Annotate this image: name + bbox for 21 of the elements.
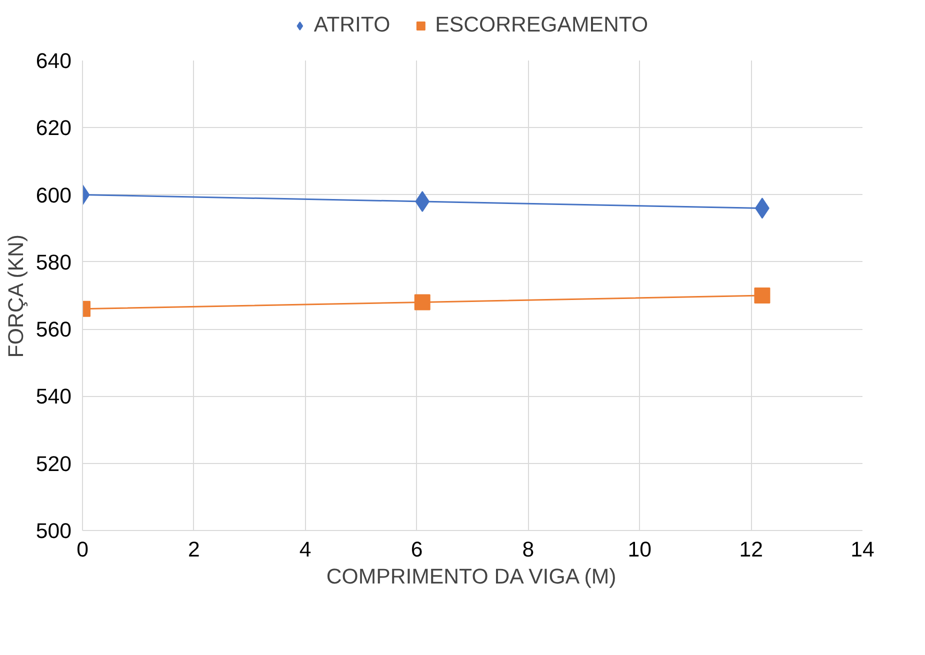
y-tick-label: 640 [36, 49, 72, 73]
x-tick-label: 14 [850, 538, 874, 562]
x-tick-label: 8 [522, 538, 534, 562]
y-tick-label: 500 [36, 519, 72, 543]
x-tick-label: 6 [410, 538, 423, 562]
x-tick-label: 12 [739, 538, 763, 562]
y-tick-label: 620 [36, 116, 72, 140]
legend-label: ATRITO [314, 12, 390, 38]
y-tick-label: 580 [36, 250, 72, 274]
y-axis-title: FORÇA (KN) [4, 234, 28, 358]
y-tick-label: 540 [36, 384, 72, 409]
x-tick-label: 2 [188, 538, 200, 562]
legend-label: ESCORREGAMENTO [435, 12, 648, 38]
y-tick-label: 560 [36, 318, 72, 342]
point [754, 288, 770, 304]
x-tick-label: 0 [76, 538, 89, 562]
x-tick-label: 10 [628, 538, 652, 562]
x-tick-label: 4 [299, 538, 312, 562]
x-axis-title: COMPRIMENTO DA VIGA (M) [326, 564, 616, 588]
y-tick-label: 600 [36, 183, 72, 208]
y-tick-label: 520 [36, 452, 72, 476]
